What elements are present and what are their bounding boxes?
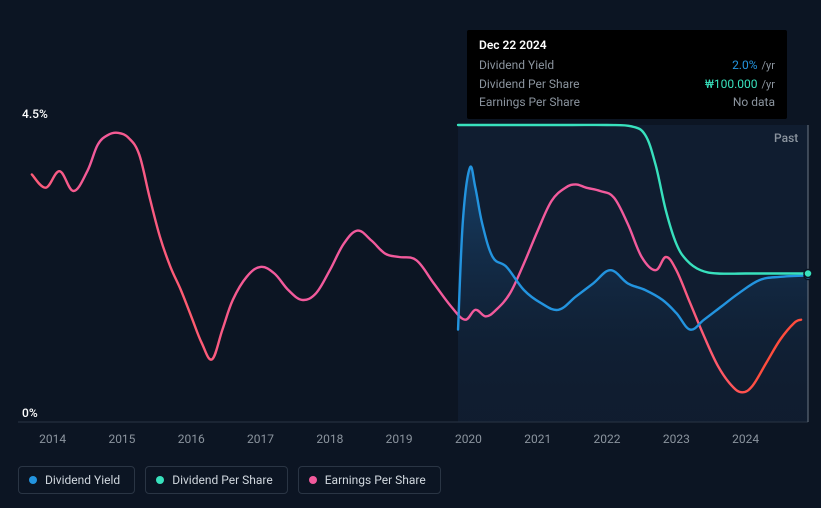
x-tick-label: 2021 bbox=[524, 432, 551, 446]
x-tick-label: 2020 bbox=[455, 432, 482, 446]
tooltip-row-value: ₩100.000/yr bbox=[705, 75, 775, 94]
chart-area: 4.5% 0% Past 2014 2015 2016 2017 2018 2019 202… bbox=[0, 0, 821, 460]
tooltip-date: Dec 22 2024 bbox=[479, 38, 775, 52]
y-axis-max-label: 4.5% bbox=[22, 107, 48, 121]
legend-item[interactable]: Dividend Per Share bbox=[145, 466, 288, 494]
tooltip-row: Earnings Per Share No data bbox=[479, 93, 775, 111]
tooltip-row-value: 2.0%/yr bbox=[732, 56, 775, 75]
tooltip-rows: Dividend Yield 2.0%/yr Dividend Per Share ₩… bbox=[479, 56, 775, 111]
x-tick-label: 2017 bbox=[247, 432, 274, 446]
dividend-per-share-end-dot bbox=[804, 270, 812, 278]
x-tick-label: 2018 bbox=[316, 432, 343, 446]
tooltip-row: Dividend Per Share ₩100.000/yr bbox=[479, 75, 775, 94]
legend-dot-icon bbox=[156, 476, 164, 484]
chart-legend: Dividend Yield Dividend Per Share Earnings… bbox=[18, 466, 441, 494]
x-tick-label: 2022 bbox=[594, 432, 621, 446]
tooltip-row: Dividend Yield 2.0%/yr bbox=[479, 56, 775, 75]
x-tick-label: 2024 bbox=[732, 432, 759, 446]
tooltip-row-label: Dividend Per Share bbox=[479, 75, 580, 93]
x-tick-label: 2019 bbox=[386, 432, 413, 446]
legend-label: Earnings Per Share bbox=[325, 473, 426, 487]
y-axis-min-label: 0% bbox=[22, 406, 38, 420]
tooltip-row-value: No data bbox=[733, 93, 775, 111]
x-tick-label: 2023 bbox=[663, 432, 690, 446]
legend-item[interactable]: Dividend Yield bbox=[18, 466, 135, 494]
tooltip-row-label: Earnings Per Share bbox=[479, 93, 580, 111]
legend-label: Dividend Per Share bbox=[172, 473, 273, 487]
chart-tooltip: Dec 22 2024 Dividend Yield2.0%/yrDividen… bbox=[467, 30, 787, 119]
x-tick-label: 2016 bbox=[178, 432, 205, 446]
past-label: Past bbox=[774, 131, 798, 145]
x-tick-label: 2015 bbox=[108, 432, 135, 446]
legend-dot-icon bbox=[29, 476, 37, 484]
tooltip-row-label: Dividend Yield bbox=[479, 56, 554, 74]
legend-label: Dividend Yield bbox=[45, 473, 120, 487]
x-tick-label: 2014 bbox=[39, 432, 66, 446]
legend-item[interactable]: Earnings Per Share bbox=[298, 466, 441, 494]
legend-dot-icon bbox=[309, 476, 317, 484]
